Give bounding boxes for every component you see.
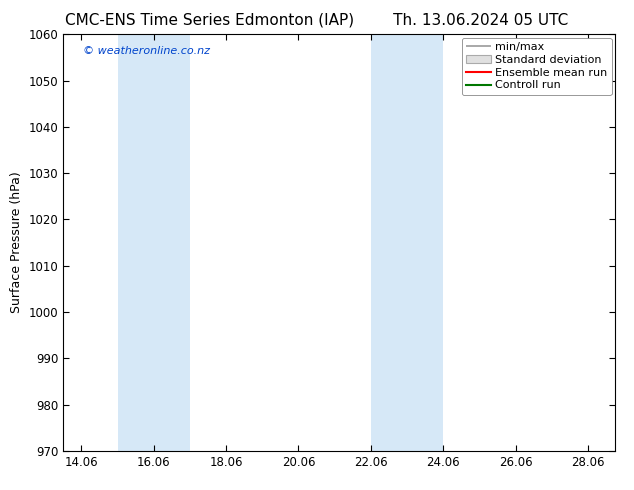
Bar	[371, 34, 443, 451]
Text: CMC-ENS Time Series Edmonton (IAP)        Th. 13.06.2024 05 UTC: CMC-ENS Time Series Edmonton (IAP) Th. 1…	[65, 12, 569, 27]
Y-axis label: Surface Pressure (hPa): Surface Pressure (hPa)	[10, 172, 23, 314]
Legend: min/max, Standard deviation, Ensemble mean run, Controll run: min/max, Standard deviation, Ensemble me…	[462, 38, 612, 95]
Title: CMC-ENS Time Series Edmonton (IAP)      Th. 13.06.2024 05 UTC: CMC-ENS Time Series Edmonton (IAP) Th. 1…	[0, 489, 1, 490]
Text: © weatheronline.co.nz: © weatheronline.co.nz	[83, 46, 210, 56]
Bar	[118, 34, 190, 451]
